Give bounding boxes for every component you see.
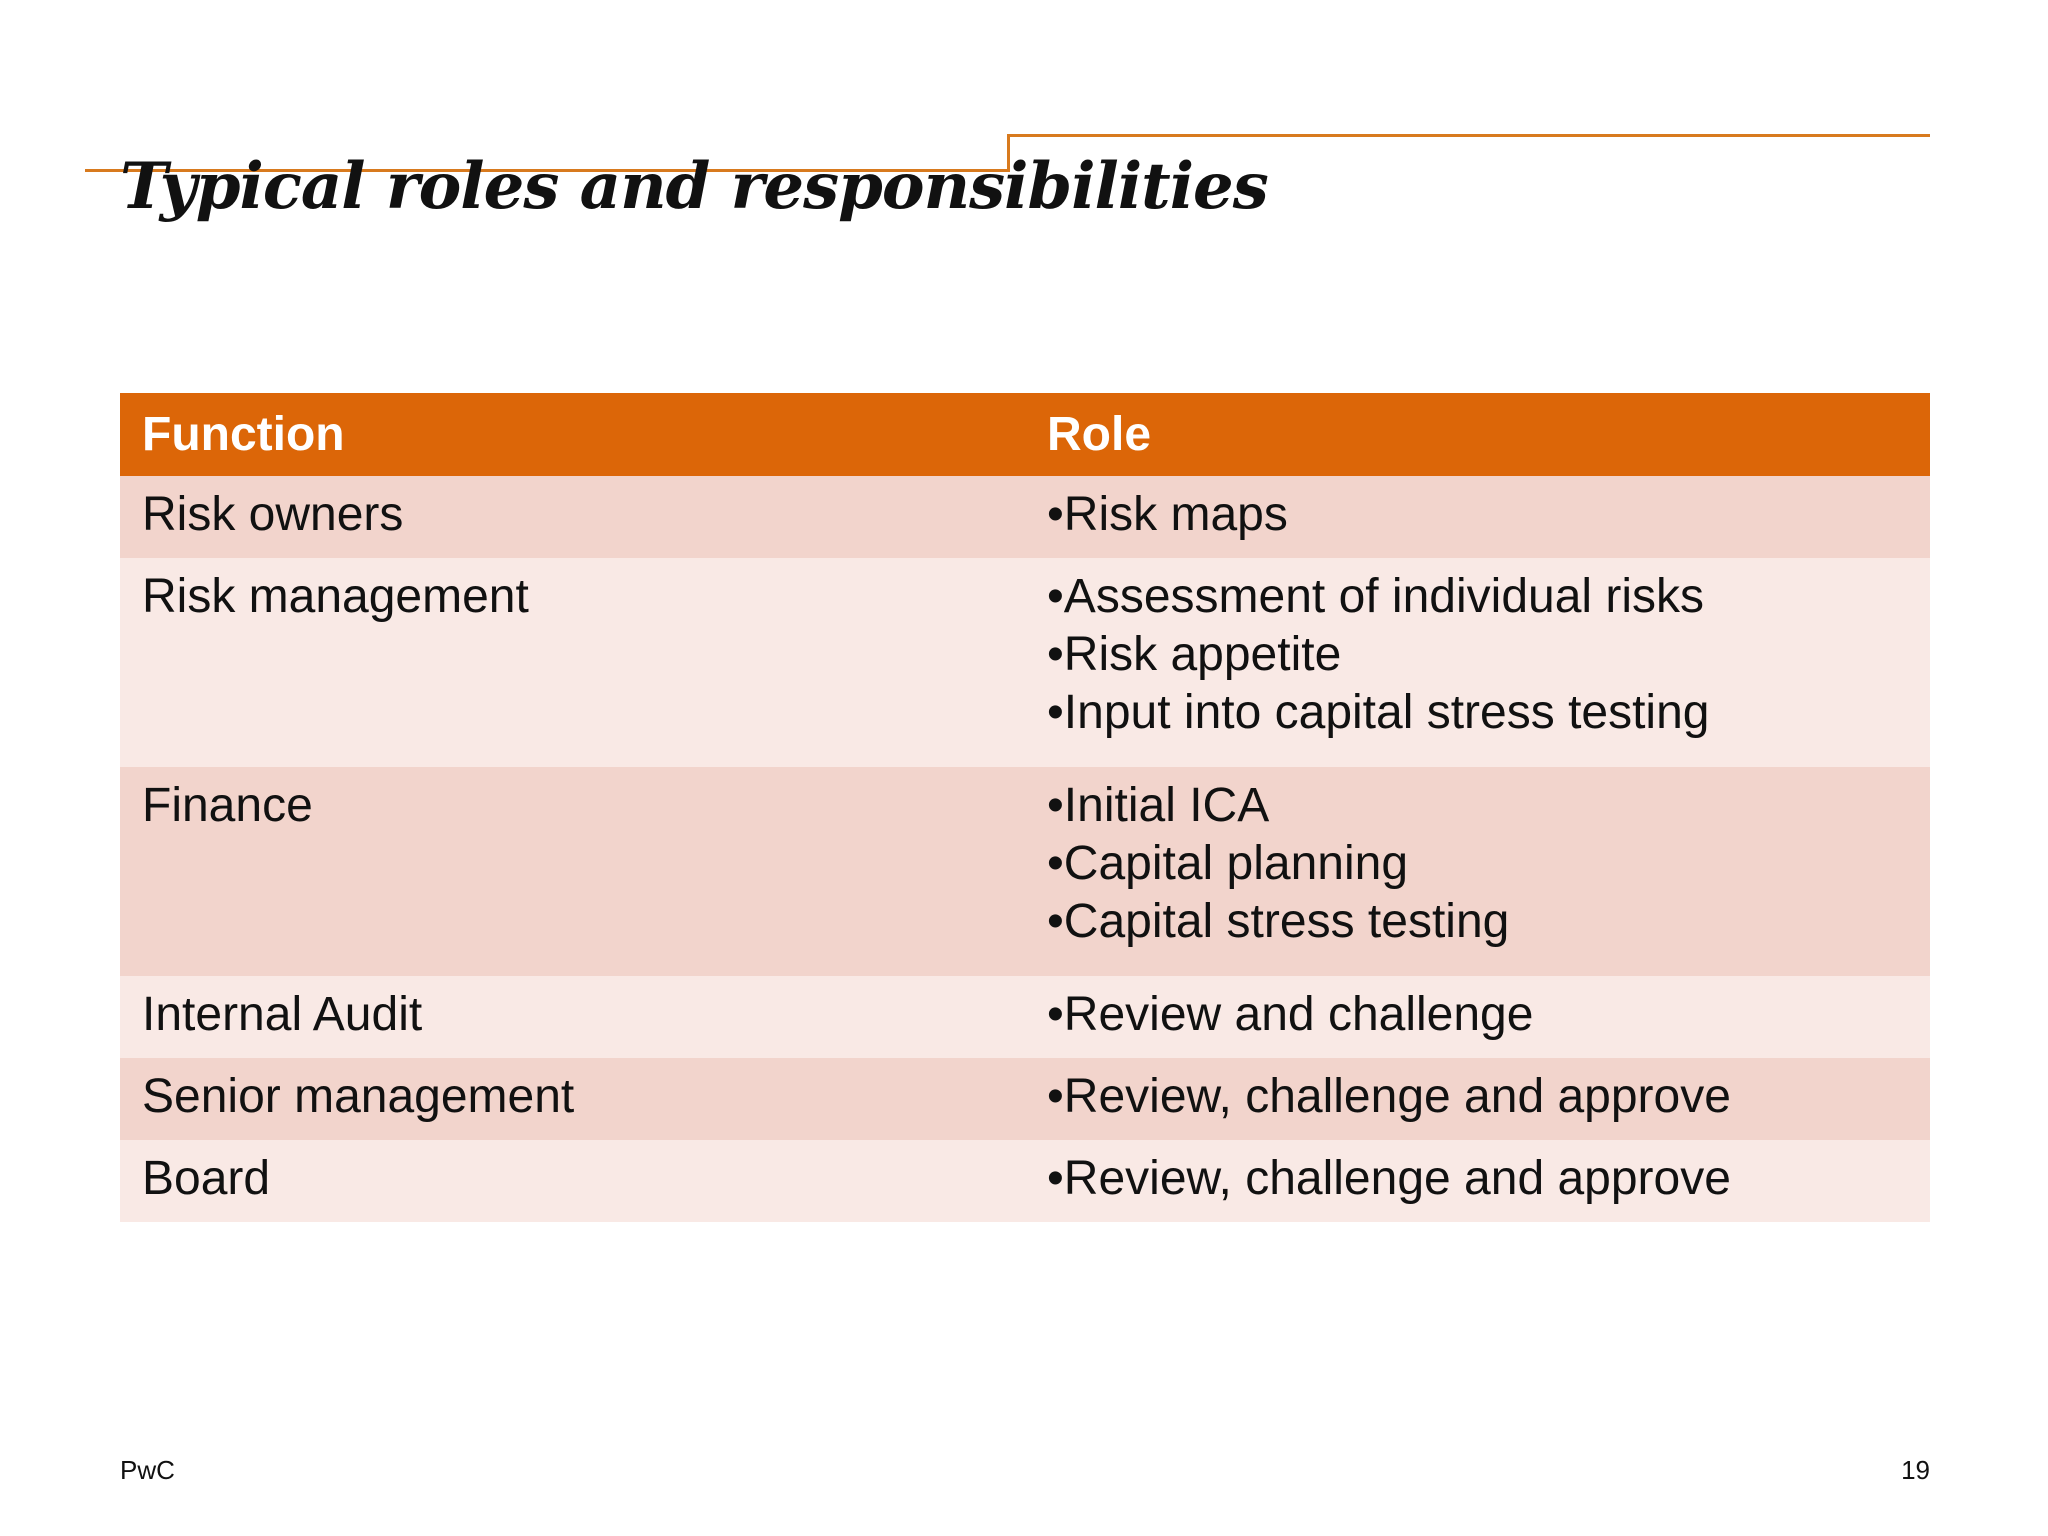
role-item: •Review, challenge and approve — [1047, 1152, 1731, 1205]
role-cell: •Assessment of individual risks •Risk ap… — [1025, 558, 1930, 767]
table-row: Board •Review, challenge and approve — [120, 1140, 1930, 1222]
role-cell: •Review, challenge and approve — [1025, 1058, 1930, 1140]
role-cell: •Initial ICA •Capital planning •Capital … — [1025, 767, 1930, 976]
function-cell: Finance — [120, 767, 1025, 976]
role-cell: •Review, challenge and approve — [1025, 1140, 1930, 1222]
table-row: Finance •Initial ICA •Capital planning •… — [120, 767, 1930, 976]
role-item: •Review, challenge and approve — [1047, 1070, 1731, 1123]
function-cell: Risk owners — [120, 476, 1025, 558]
title-rule-right — [1007, 134, 1930, 137]
role-item: •Risk maps — [1047, 488, 1288, 541]
slide-title: Typical roles and responsibilities — [120, 149, 1269, 224]
footer-brand: PwC — [120, 1455, 175, 1485]
table-header-row: Function Role — [120, 393, 1930, 476]
role-item: •Risk appetite — [1047, 628, 1342, 681]
role-cell: •Risk maps — [1025, 476, 1930, 558]
header-function: Function — [120, 393, 1025, 476]
title-rule-left — [85, 169, 1009, 172]
table-row: Internal Audit •Review and challenge — [120, 976, 1930, 1058]
title-rule-step — [1007, 134, 1010, 172]
table-row: Risk owners •Risk maps — [120, 476, 1930, 558]
role-item: •Review and challenge — [1047, 988, 1534, 1041]
table-row: Risk management •Assessment of individua… — [120, 558, 1930, 767]
function-cell: Internal Audit — [120, 976, 1025, 1058]
role-item: •Assessment of individual risks — [1047, 570, 1705, 623]
roles-table: Function Role Risk owners •Risk maps Ris… — [120, 393, 1930, 1222]
role-item: •Initial ICA — [1047, 779, 1270, 832]
function-cell: Risk management — [120, 558, 1025, 767]
header-role: Role — [1025, 393, 1930, 476]
table-row: Senior management •Review, challenge and… — [120, 1058, 1930, 1140]
role-item: •Capital planning — [1047, 837, 1409, 890]
footer-page-number: 19 — [1901, 1455, 1930, 1485]
function-cell: Board — [120, 1140, 1025, 1222]
role-item: •Input into capital stress testing — [1047, 686, 1710, 739]
role-cell: •Review and challenge — [1025, 976, 1930, 1058]
role-item: •Capital stress testing — [1047, 895, 1510, 948]
function-cell: Senior management — [120, 1058, 1025, 1140]
